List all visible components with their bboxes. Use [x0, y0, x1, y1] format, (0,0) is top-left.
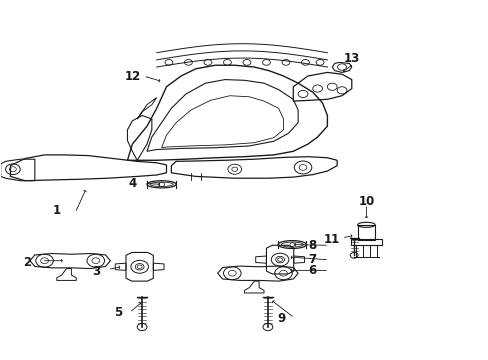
- Text: 10: 10: [358, 195, 374, 208]
- Text: 8: 8: [308, 239, 316, 252]
- Text: 7: 7: [308, 253, 316, 266]
- Text: 2: 2: [23, 256, 32, 269]
- Text: 3: 3: [92, 265, 100, 278]
- Text: 4: 4: [128, 177, 136, 190]
- Text: 5: 5: [113, 306, 122, 319]
- Text: 9: 9: [276, 311, 285, 325]
- Text: 12: 12: [124, 69, 140, 82]
- Text: 11: 11: [324, 233, 340, 246]
- Text: 1: 1: [53, 204, 61, 217]
- Text: 13: 13: [343, 51, 359, 64]
- Text: 6: 6: [308, 264, 316, 277]
